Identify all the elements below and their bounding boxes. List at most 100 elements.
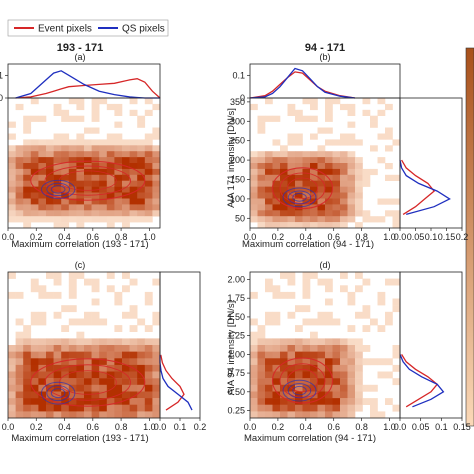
heatmap-cell [46,151,54,158]
tr-xtick-label: 0.4 [300,232,313,242]
heatmap-cell [144,174,153,181]
heatmap-cell [272,311,281,319]
heatmap-cell [152,145,161,152]
heatmap-cell [68,174,77,181]
heatmap-cell [8,345,16,352]
heatmap-cell [302,98,311,105]
heatmap-cell [15,384,24,392]
heatmap-cell [295,204,303,211]
heatmap-cell [325,311,333,319]
heatmap-cell [295,338,303,346]
heatmap-cell [76,378,85,386]
heatmap-cell [265,398,273,405]
heatmap-cell [23,121,32,128]
heatmap-cell [325,278,333,286]
heatmap-cell [68,305,77,313]
heatmap-cell [30,115,39,122]
heatmap-cell [99,174,108,181]
heatmap-cell [8,210,16,217]
heatmap-cell [272,186,281,193]
heatmap-cell [91,358,100,366]
heatmap-cell [8,121,16,128]
heatmap-cell [114,163,123,170]
heatmap-cell [280,358,288,366]
heatmap-cell [76,391,85,399]
heatmap-cell [295,351,303,359]
heatmap-cell [325,411,333,419]
heatmap-cell [23,186,32,193]
heatmap-cell [46,139,54,146]
heatmap-cell [250,204,258,211]
heatmap-cell [280,364,288,372]
heatmap-cell [122,364,130,372]
heatmap-cell [392,222,401,229]
heatmap-cell [91,98,100,105]
heatmap-cell [114,325,123,332]
heatmap-cell [287,109,296,116]
heatmap-cell [362,109,371,116]
heatmap-cell [355,139,363,146]
heatmap-cell [370,411,378,419]
heatmap-cell [91,411,100,419]
heatmap-cell [340,364,348,372]
heatmap-cell [76,145,85,152]
heatmap-cell [76,351,85,359]
heatmap-cell [355,157,363,164]
heatmap-cell [129,404,138,412]
heatmap-cell [91,364,100,372]
heatmap-cell [84,404,92,412]
heatmap-cell [152,151,161,158]
heatmap-cell [15,216,24,223]
heatmap-cell [280,186,288,193]
heatmap-cell [144,391,153,399]
heatmap-cell [302,338,311,346]
heatmap-cell [355,404,363,412]
heatmap-cell [76,133,85,140]
heatmap-cell [272,384,281,392]
heatmap-cell [265,180,273,187]
heatmap-cell [61,163,70,170]
tl-qs-contour [50,185,66,194]
br-qs-contour [292,385,307,396]
heatmap-cell [61,364,70,372]
heatmap-cell [99,186,108,193]
heatmap-cell [106,180,115,187]
heatmap-cell [61,338,70,346]
bl-qs-contour [46,385,71,402]
heatmap-cell [144,338,153,346]
bl-qs-contour [50,388,66,399]
heatmap-cell [347,204,356,211]
heatmap-cell [15,398,24,405]
heatmap-cell [38,139,47,146]
heatmap-cell [317,338,326,346]
heatmap-cell [302,115,311,122]
heatmap-cell [137,163,146,170]
heatmap-cell [76,404,85,412]
heatmap-cell [53,174,62,181]
rm-94r-qs-line [399,354,445,408]
tr-xtick-label: 1.0 [383,232,396,242]
heatmap-cell [340,371,348,379]
heatmap-cell [129,358,138,366]
heatmap-cell [295,151,303,158]
heatmap-cell [144,157,153,164]
heatmap-cell [30,204,39,211]
heatmap-cell [347,186,356,193]
heatmap-cell [347,216,356,223]
top-b-event-line [249,71,356,99]
br-heatmap-cells [250,272,401,419]
heatmap-cell [8,180,16,187]
heatmap-cell [302,411,311,419]
heatmap-cell [91,115,100,122]
heatmap-cell [325,371,333,379]
heatmap-cell [280,216,288,223]
heatmap-cell [91,103,100,111]
heatmap-cell [355,222,363,229]
heatmap-cell [347,338,356,346]
heatmap-cell [325,151,333,158]
heatmap-cell [362,325,371,332]
heatmap-cell [23,216,32,223]
heatmap-cell [385,145,393,152]
heatmap-cell [370,115,378,122]
heatmap-cell [30,174,39,181]
